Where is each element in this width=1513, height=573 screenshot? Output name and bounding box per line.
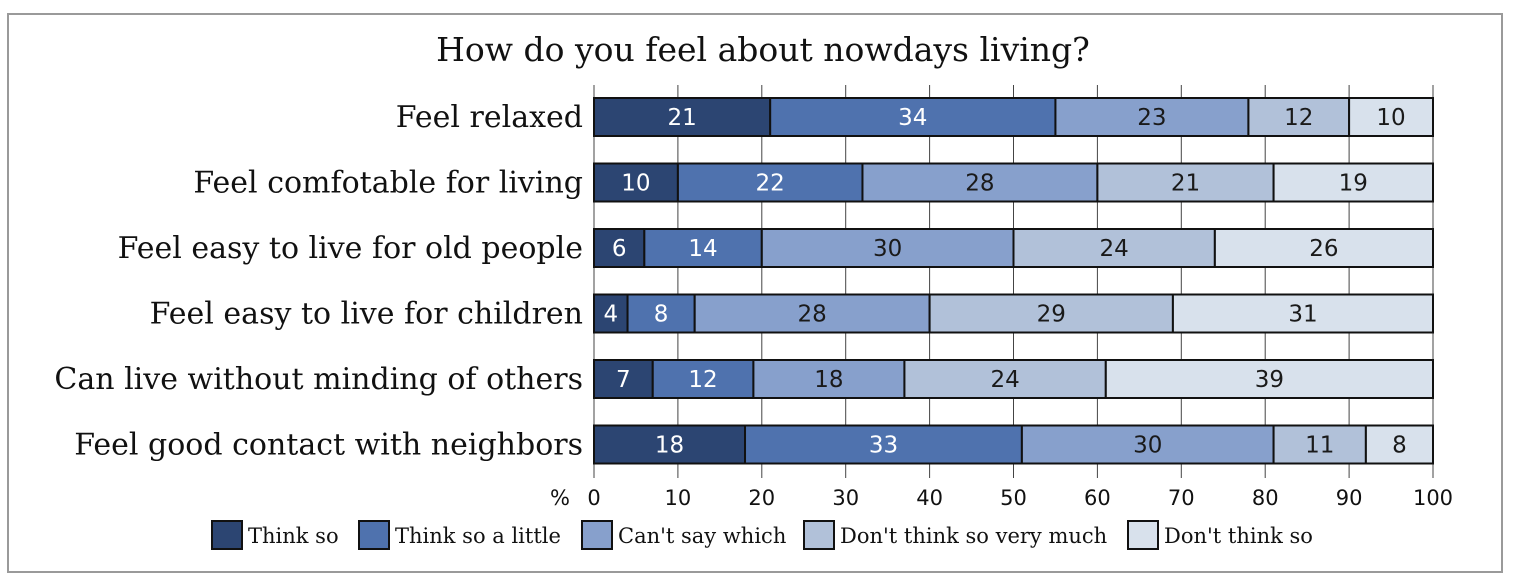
legend: Think so Think so a little Can't say which…: [211, 520, 1313, 550]
bar-segment: [1272, 424, 1367, 465]
data-label: 14: [688, 236, 717, 262]
gridlines: [593, 85, 1434, 478]
bar-segment: [744, 424, 1023, 465]
legend-label: Think so: [248, 524, 339, 548]
data-label: 7: [616, 367, 631, 393]
data-label: 26: [1309, 236, 1338, 262]
bar-segment: [1020, 424, 1275, 465]
data-label: 23: [1137, 105, 1166, 131]
bar-segment: [593, 162, 679, 203]
data-label: 39: [1255, 367, 1284, 393]
bar-segment: [1104, 359, 1435, 399]
category-labels: Feel relaxed Feel comfotable for living Fe…: [54, 100, 583, 463]
data-label: 18: [655, 433, 684, 459]
stacked-bar-chart: How do you feel about nowdays living? 21…: [54, 30, 1453, 550]
legend-label: Can't say which: [618, 524, 786, 548]
legend-swatch: [358, 520, 390, 550]
bar-segment: [1096, 162, 1275, 203]
x-tick-label: 100: [1413, 486, 1453, 510]
legend-label: Don't think so very much: [840, 524, 1107, 548]
x-tick-label: 60: [1084, 486, 1111, 510]
data-label: 30: [1133, 433, 1162, 459]
data-label: 24: [1100, 236, 1129, 262]
bar-segment: [676, 162, 864, 203]
data-label: 19: [1339, 171, 1368, 197]
bar-segment: [626, 293, 696, 334]
data-label: 30: [873, 236, 902, 262]
category-label: Feel easy to live for old people: [118, 231, 583, 266]
data-label: 8: [654, 302, 669, 328]
data-label: 33: [869, 433, 898, 459]
bar-segment: [1348, 97, 1434, 137]
data-label: 18: [814, 367, 843, 393]
x-tick-label: 90: [1336, 486, 1363, 510]
data-label: 28: [965, 171, 994, 197]
x-tick-label: 20: [748, 486, 775, 510]
data-label: 10: [621, 171, 650, 197]
x-axis: % 0 10 20 30 40 50 60 70 80 90 100: [550, 486, 1453, 510]
data-label: 31: [1288, 302, 1317, 328]
bar-segment: [752, 359, 906, 399]
bar-segment: [593, 293, 629, 334]
data-label: 8: [1392, 433, 1407, 459]
chart-title: How do you feel about nowdays living?: [436, 30, 1090, 69]
bar-segment: [593, 97, 772, 137]
category-label: Feel relaxed: [396, 100, 583, 135]
x-tick-label: 80: [1252, 486, 1279, 510]
data-label: 12: [688, 367, 717, 393]
category-label: Feel comfotable for living: [193, 166, 583, 201]
bar-segment: [1171, 293, 1435, 334]
data-label: 11: [1305, 433, 1334, 459]
data-label: 29: [1037, 302, 1066, 328]
x-tick-label: 30: [832, 486, 859, 510]
data-label: 28: [797, 302, 826, 328]
x-axis-unit: %: [550, 486, 570, 510]
legend-swatch: [211, 520, 243, 550]
x-tick-label: 0: [587, 486, 600, 510]
data-label: 12: [1284, 105, 1313, 131]
bar-segment: [1012, 228, 1216, 268]
x-tick-label: 40: [916, 486, 943, 510]
data-label: 21: [667, 105, 696, 131]
x-tick-label: 50: [1000, 486, 1027, 510]
bar-segment: [1364, 424, 1435, 465]
legend-label: Think so a little: [395, 524, 561, 548]
data-label: 6: [612, 236, 627, 262]
bar-segment: [928, 293, 1174, 334]
data-label: 22: [756, 171, 785, 197]
legend-swatch: [803, 520, 835, 550]
data-label: 24: [990, 367, 1019, 393]
bar-segment: [1272, 162, 1434, 203]
bars: 21 34 23 12 10 10 22 28 21 19 6 14 30 24 26 4 8 28 29 31 7 12…: [593, 97, 1435, 465]
bar-segment: [693, 293, 931, 334]
category-label: Feel easy to live for children: [150, 297, 583, 332]
bar-segment: [1213, 228, 1434, 268]
bar-segment: [760, 228, 1015, 268]
x-tick-label: 10: [665, 486, 692, 510]
category-label: Feel good contact with neighbors: [74, 428, 583, 463]
data-label: 21: [1171, 171, 1200, 197]
bar-segment: [651, 359, 755, 399]
category-label: Can live without minding of others: [54, 362, 583, 397]
data-label: 34: [898, 105, 927, 131]
data-label: 10: [1376, 105, 1405, 131]
legend-swatch: [581, 520, 613, 550]
x-tick-label: 70: [1168, 486, 1195, 510]
legend-swatch: [1127, 520, 1159, 550]
data-label: 4: [603, 302, 618, 328]
legend-label: Don't think so: [1164, 524, 1313, 548]
